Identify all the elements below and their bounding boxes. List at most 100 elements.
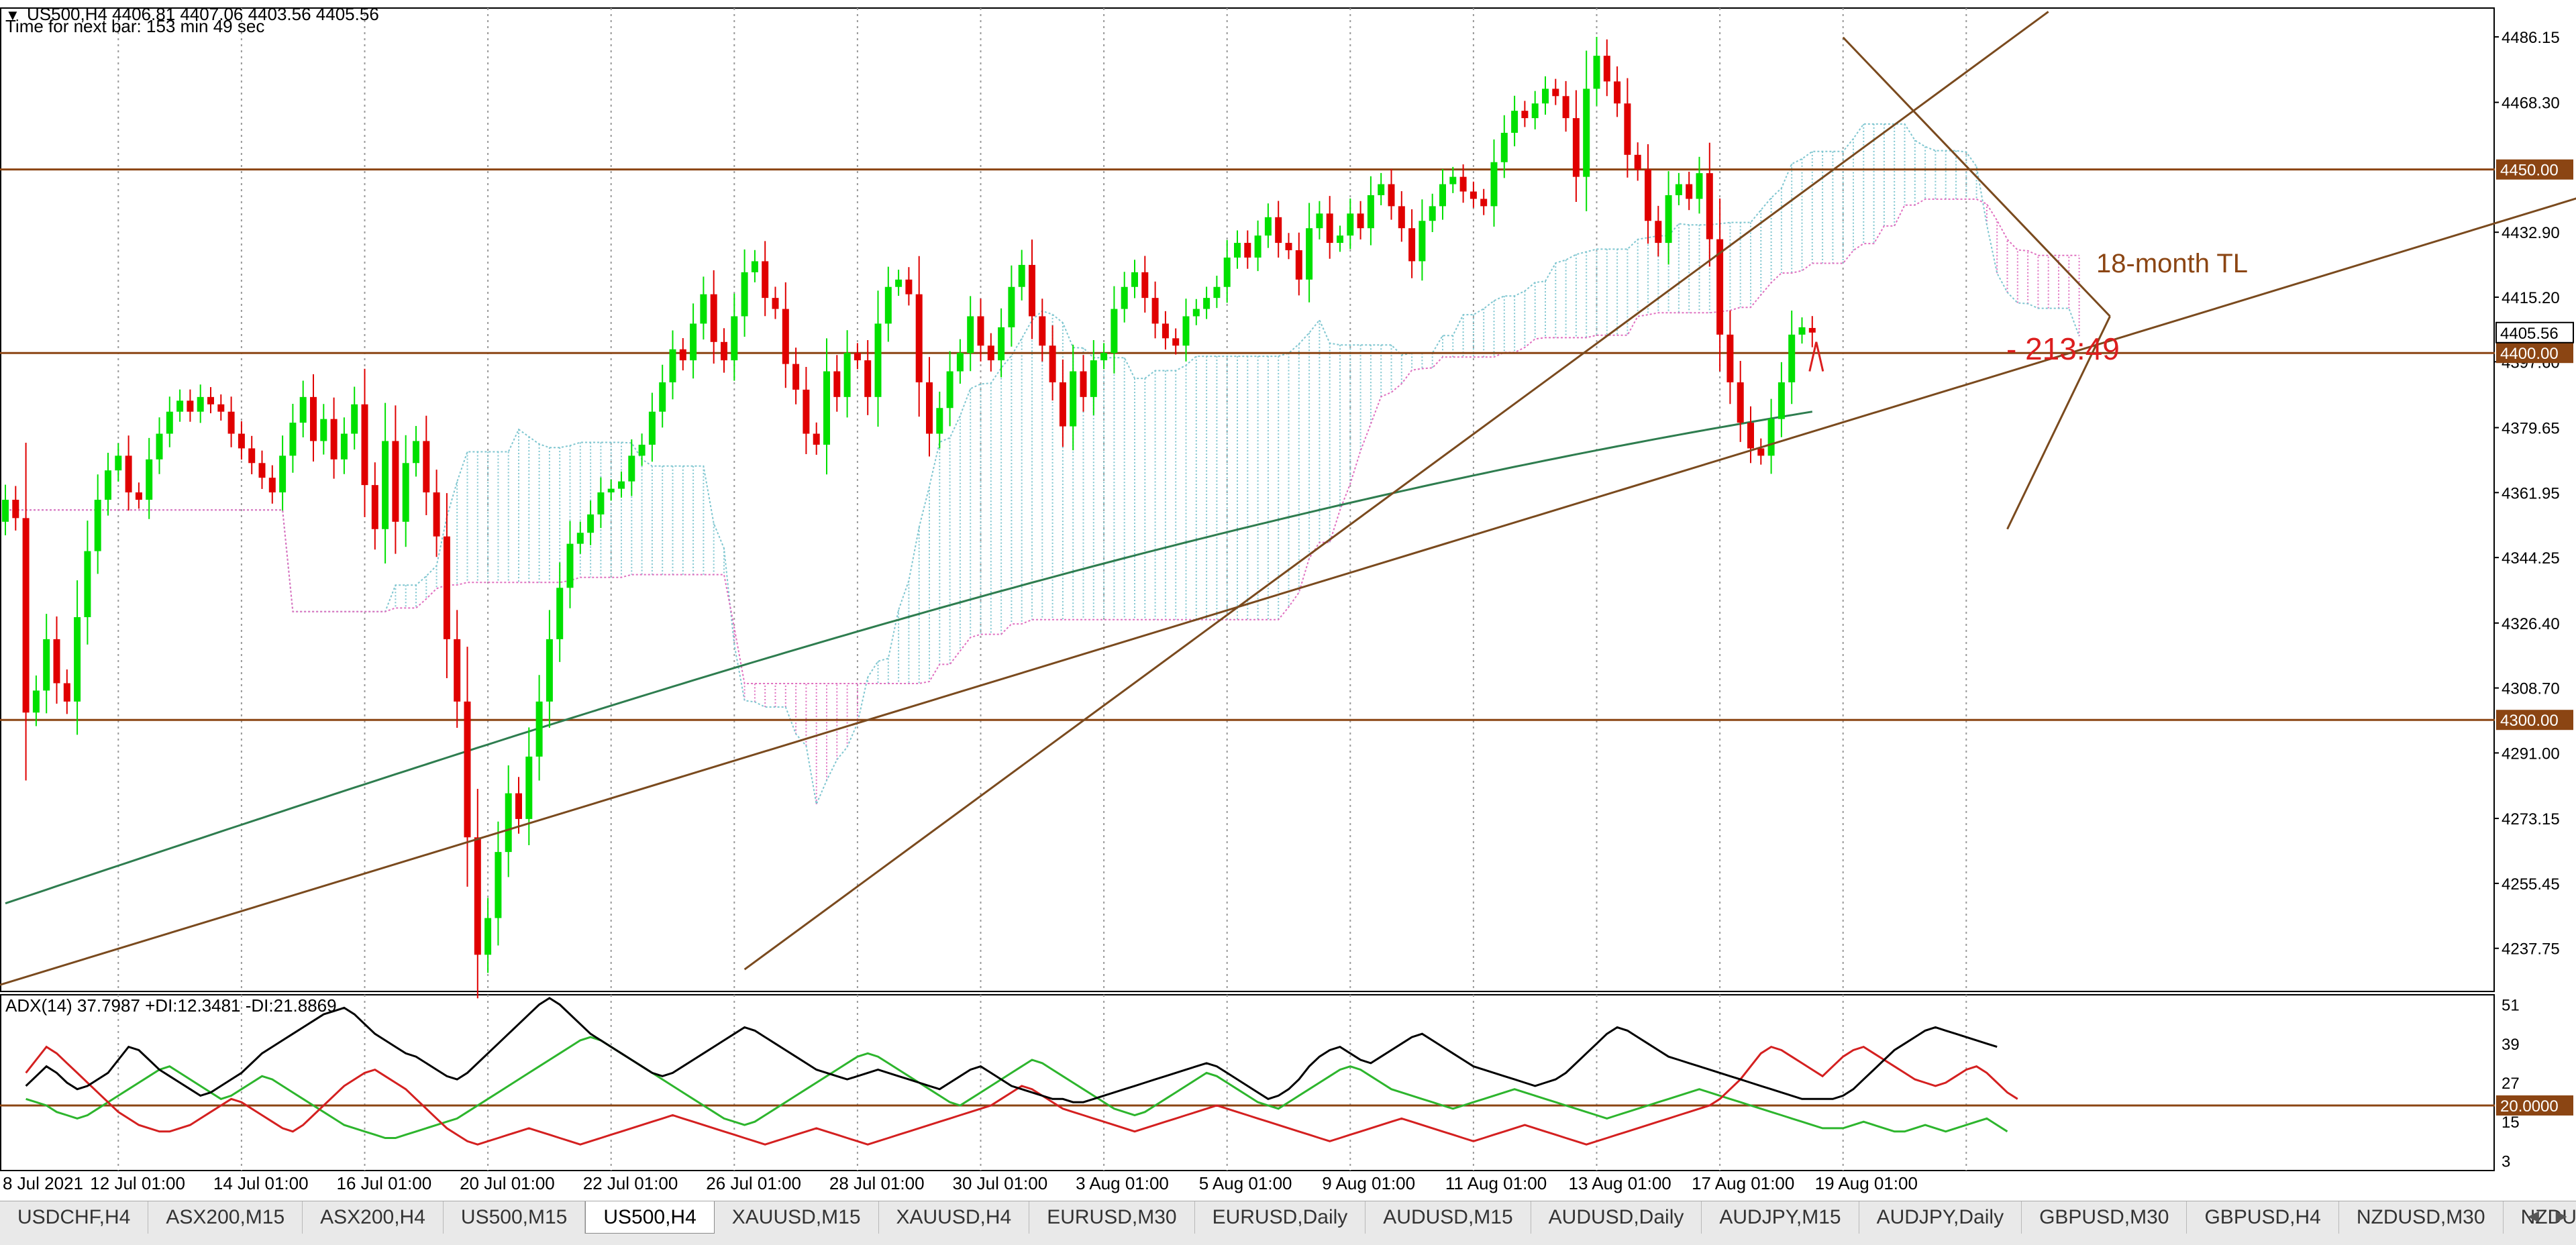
plus-di-line	[25, 1036, 2008, 1139]
chart-tab-bar: USDCHF,H4 ASX200,M15 ASX200,H4 US500,M15 US5…	[0, 1201, 2576, 1245]
chart-tab-audusd-daily[interactable]: AUDUSD,Daily	[1531, 1201, 1702, 1234]
candle	[967, 296, 974, 372]
candle	[936, 391, 943, 449]
candle	[63, 669, 70, 714]
candle	[618, 471, 625, 498]
candle	[1306, 203, 1313, 303]
tab-scroll-right-icon[interactable]: ►	[2552, 1205, 2571, 1226]
candle	[700, 276, 707, 340]
candle	[895, 270, 903, 296]
candle	[546, 610, 553, 728]
candle	[1367, 176, 1374, 246]
candle	[115, 443, 122, 482]
chart-tab-nzdusd-m30[interactable]: NZDUSD,M30	[2339, 1201, 2504, 1234]
candle	[864, 340, 872, 415]
chart-tab-us500-m15[interactable]: US500,M15	[444, 1201, 586, 1234]
candle	[525, 727, 533, 846]
candle	[515, 777, 522, 834]
chart-tab-gbpusd-h4[interactable]: GBPUSD,H4	[2187, 1201, 2339, 1234]
level-price-box	[2496, 710, 2573, 730]
candle	[217, 394, 225, 421]
chart-tab-asx200-h4[interactable]: ASX200,H4	[303, 1201, 444, 1234]
candle	[1192, 299, 1200, 325]
minus-di-line	[25, 1045, 2018, 1146]
candle	[956, 339, 964, 384]
chart-tab-audjpy-daily[interactable]: AUDJPY,Daily	[1859, 1201, 2022, 1234]
price-chart[interactable]: 4486.154468.304432.904415.204397.604379.…	[0, 0, 2576, 1201]
chart-tab-xauusd-m15[interactable]: XAUUSD,M15	[715, 1201, 879, 1234]
candle	[1808, 316, 1816, 347]
price-tick-label: 4237.75	[2502, 940, 2560, 959]
candle	[884, 266, 892, 342]
candle	[607, 479, 615, 501]
time-tick-label: 13 Aug 01:00	[1569, 1173, 1671, 1193]
current-price-box	[2496, 322, 2573, 343]
adx-panel	[0, 997, 2495, 1146]
trendline-triangle-lower[interactable]	[2006, 315, 2111, 530]
senkou-span-a	[5, 123, 2080, 807]
candle	[576, 521, 584, 554]
chart-window[interactable]: 4486.154468.304432.904415.204397.604379.…	[0, 0, 2576, 1201]
candle	[1614, 66, 1621, 117]
chart-tab-usdchf-h4[interactable]: USDCHF,H4	[0, 1201, 149, 1234]
chart-tab-us500-h4[interactable]: US500,H4	[585, 1201, 715, 1234]
candle	[1121, 272, 1128, 323]
candle	[84, 521, 91, 645]
price-tick-label: 4344.25	[2502, 549, 2560, 567]
annotation-18-month-tl: 18-month TL	[2096, 249, 2248, 278]
candle	[1347, 198, 1354, 250]
candle	[1778, 362, 1785, 437]
candle	[1131, 260, 1138, 299]
chart-tab-xauusd-h4[interactable]: XAUUSD,H4	[879, 1201, 1030, 1234]
candle	[1203, 286, 1210, 319]
candle	[423, 415, 430, 516]
candle	[238, 421, 245, 460]
chart-tab-asx200-m15[interactable]: ASX200,M15	[148, 1201, 303, 1234]
symbol-menu-icon[interactable]: ▼	[5, 7, 20, 23]
trendline-18-month-tl[interactable]	[0, 162, 2576, 1021]
candle	[874, 290, 882, 427]
candle	[105, 452, 111, 516]
candle	[1419, 199, 1426, 281]
candle	[22, 442, 30, 781]
candle	[12, 486, 19, 531]
candle	[1141, 256, 1149, 313]
candle	[371, 462, 378, 550]
chart-tab-gbpusd-m30[interactable]: GBPUSD,M30	[2022, 1201, 2187, 1234]
trendline-triangle-upper[interactable]	[1842, 36, 2111, 317]
candle	[854, 343, 861, 370]
grid-layer	[0, 7, 2495, 1171]
time-tick-label: 9 Aug 01:00	[1322, 1173, 1415, 1193]
level-price-box-text: 4450.00	[2500, 162, 2559, 180]
adx-tick-label: 15	[2502, 1114, 2520, 1132]
candles	[2, 36, 1816, 999]
candle	[1316, 201, 1323, 239]
candle	[1111, 286, 1118, 374]
trendline-rising-tl[interactable]	[743, 11, 2049, 971]
candle	[361, 368, 368, 517]
candle	[535, 675, 543, 781]
candle	[1295, 232, 1302, 296]
chart-tab-nzdusd-h4[interactable]: NZDUSD,H4	[2504, 1201, 2576, 1234]
candle	[1439, 169, 1446, 220]
candle	[207, 387, 214, 414]
price-tick-label: 4326.40	[2502, 615, 2560, 633]
chart-tab-audusd-m15[interactable]: AUDUSD,M15	[1366, 1201, 1531, 1234]
chart-tab-audjpy-m15[interactable]: AUDJPY,M15	[1702, 1201, 1859, 1234]
time-tick-label: 3 Aug 01:00	[1076, 1173, 1169, 1193]
candle	[843, 330, 851, 418]
candle	[556, 562, 564, 662]
candle	[320, 404, 327, 455]
time-tick-label: 14 Jul 01:00	[213, 1173, 309, 1193]
adx-indicator-label: ADX(14) 37.7987 +DI:12.3481 -DI:21.8869	[5, 995, 337, 1016]
chart-tab-eurusd-daily[interactable]: EURUSD,Daily	[1195, 1201, 1366, 1234]
candle	[299, 380, 307, 438]
candle	[1459, 164, 1467, 203]
candle	[1337, 225, 1343, 252]
price-tick-label: 4291.00	[2502, 745, 2560, 763]
candle	[1706, 142, 1713, 267]
candle	[1029, 239, 1035, 339]
chart-tab-eurusd-m30[interactable]: EURUSD,M30	[1029, 1201, 1195, 1234]
candle	[1049, 325, 1056, 401]
tab-scroll-left-icon[interactable]: ◄	[2524, 1205, 2543, 1226]
